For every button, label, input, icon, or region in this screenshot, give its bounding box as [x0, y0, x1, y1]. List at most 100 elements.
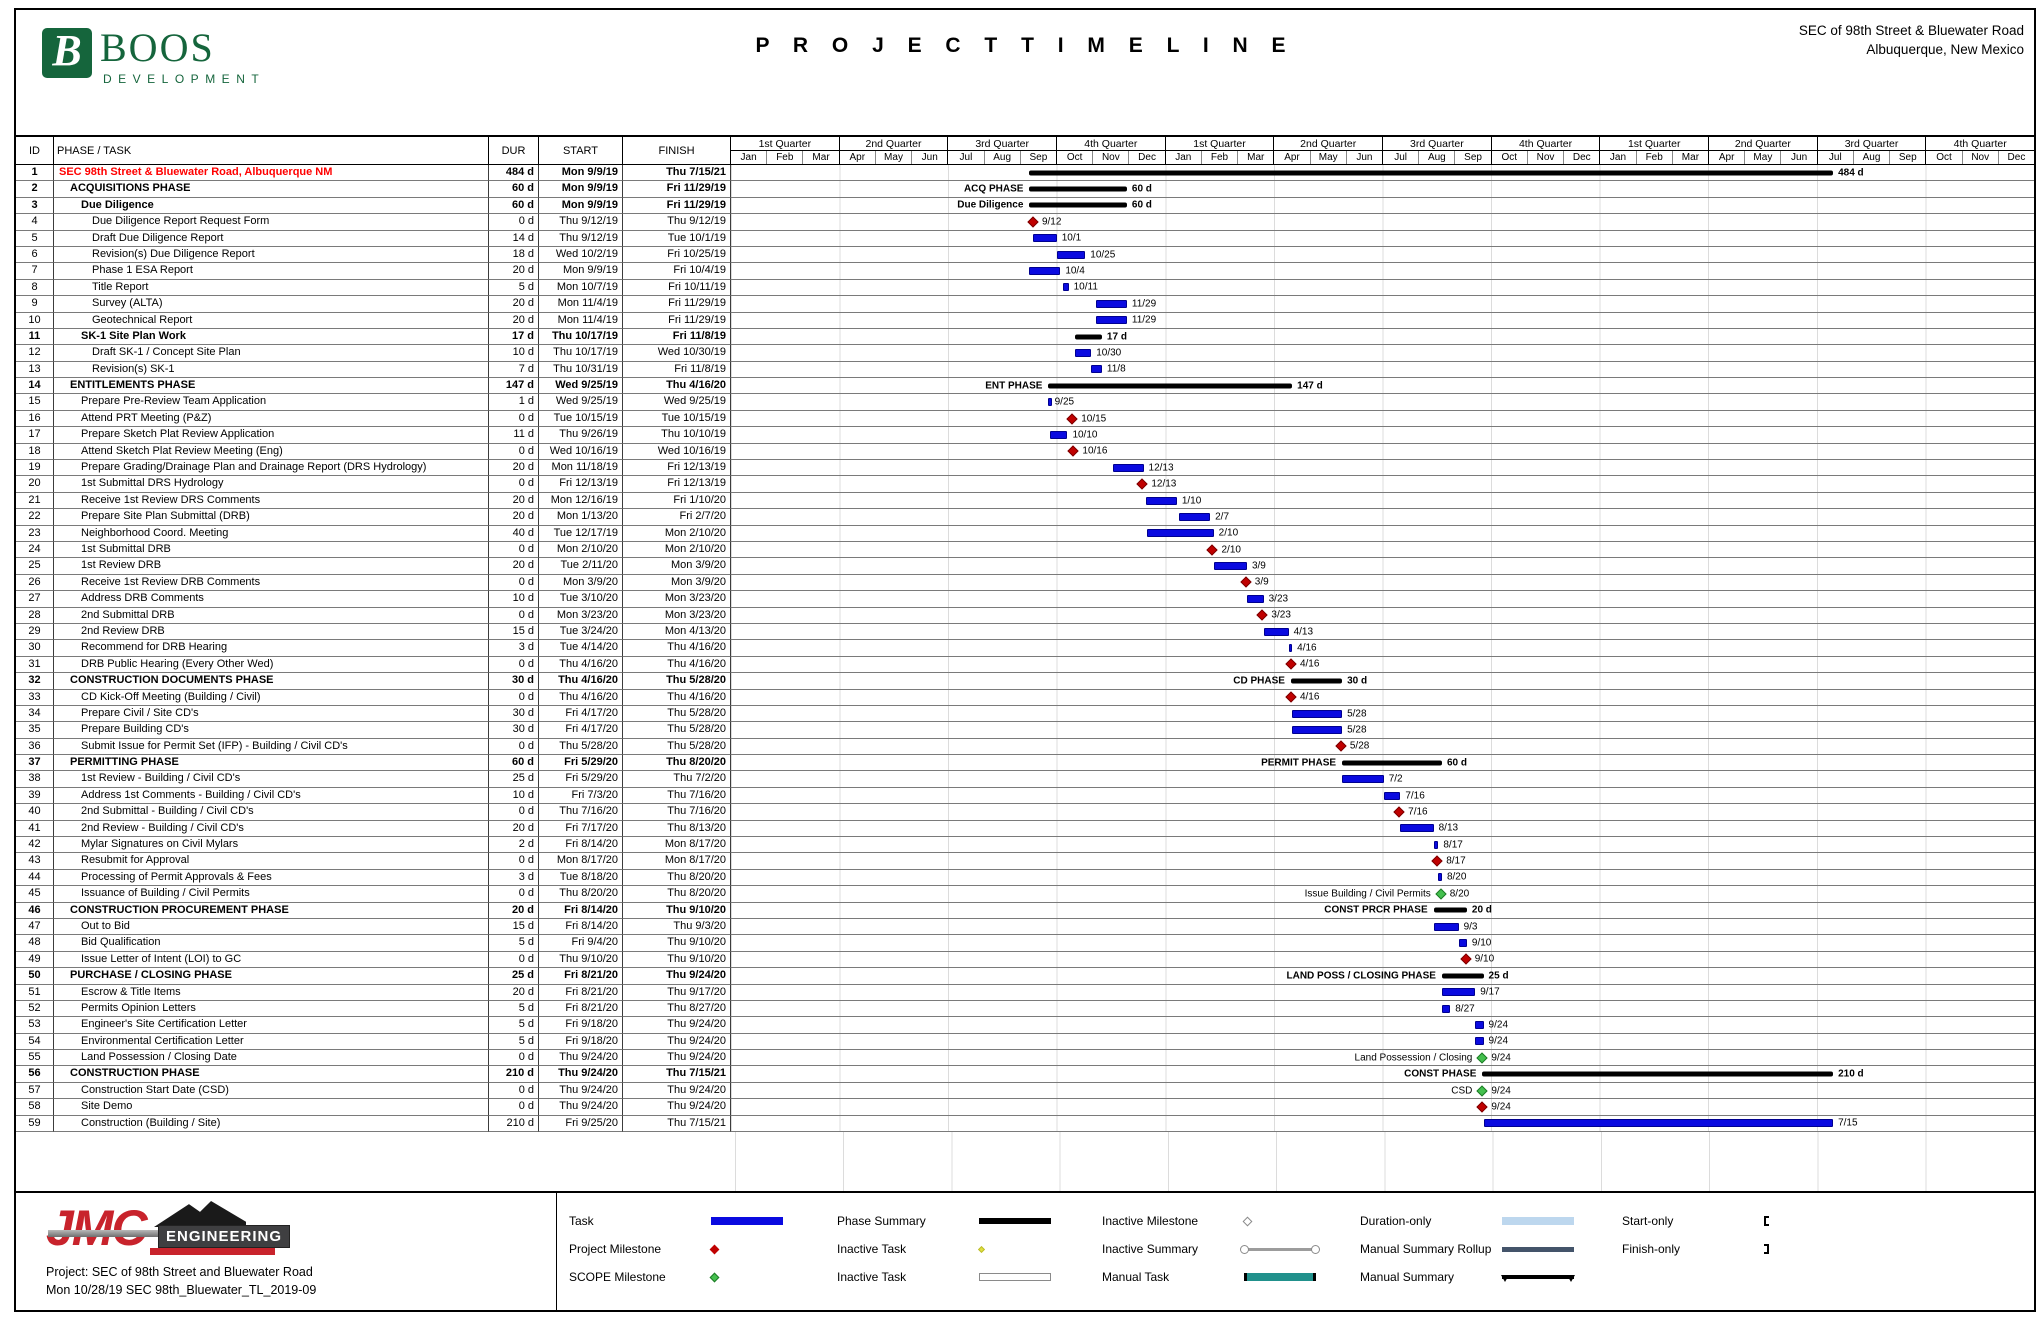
scope-milestone-diamond [1435, 888, 1447, 900]
task-name: CONSTRUCTION DOCUMENTS PHASE [54, 673, 489, 690]
month-label: May [876, 151, 913, 164]
task-name: Prepare Civil / Site CD's [54, 705, 489, 723]
month-label: Jan [1600, 151, 1637, 164]
chart-cell: 3/23 [731, 591, 2034, 608]
task-duration: 210 d [489, 1115, 539, 1133]
task-finish: Thu 10/10/19 [623, 427, 731, 444]
task-finish: Thu 8/20/20 [623, 886, 731, 903]
task-name: 2nd Submittal DRB [54, 607, 489, 624]
chart-cell: 10/11 [731, 279, 2034, 297]
quarter-label: 1st Quarter [731, 137, 839, 151]
mountain-icon [154, 1201, 246, 1227]
bar-label-right: 7/2 [1388, 773, 1403, 785]
task-name: Issue Letter of Intent (LOI) to GC [54, 951, 489, 969]
task-name: Receive 1st Review DRB Comments [54, 574, 489, 592]
task-finish: Fri 11/29/19 [623, 197, 731, 215]
task-duration: 10 d [489, 787, 539, 805]
task-start: Mon 3/23/20 [539, 607, 623, 624]
task-name: DRB Public Hearing (Every Other Wed) [54, 656, 489, 674]
row-id: 2 [16, 181, 54, 198]
task-start: Fri 5/29/20 [539, 771, 623, 788]
summary-bar [1290, 678, 1343, 684]
table-row: 16 Attend PRT Meeting (P&Z) 0 d Tue 10/15/1… [16, 410, 2034, 428]
task-duration: 0 d [489, 656, 539, 674]
row-id: 7 [16, 263, 54, 280]
task-duration: 0 d [489, 476, 539, 493]
task-name: Prepare Pre-Review Team Application [54, 394, 489, 411]
quarter-label: 1st Quarter [1600, 137, 1709, 151]
task-duration: 484 d [489, 165, 539, 182]
quarter-label: 3rd Quarter [1817, 137, 1926, 151]
month-label: Apr [1709, 151, 1746, 164]
legend-item: SCOPE Milestone [569, 1263, 837, 1291]
task-bar [1032, 234, 1057, 243]
chart-cell: CSD 9/24 [731, 1082, 2034, 1100]
table-row: 10 Geotechnical Report 20 d Mon 11/4/19 Fri … [16, 312, 2034, 329]
legend-item: Duration-only [1360, 1207, 1622, 1235]
row-id: 35 [16, 722, 54, 739]
address-line-1: SEC of 98th Street & Bluewater Road [1798, 23, 2024, 38]
chart-cell: Land Possession / Closing 9/24 [731, 1050, 2034, 1067]
row-id: 23 [16, 525, 54, 542]
month-label: Sep [1029, 152, 1048, 163]
task-duration: 15 d [489, 918, 539, 936]
table-row: 52 Permits Opinion Letters 5 d Fri 8/21/20 T… [16, 1000, 2034, 1018]
chart-cell: 8/13 [731, 820, 2034, 838]
table-row: 55 Land Possession / Closing Date 0 d Thu 9… [16, 1050, 2034, 1067]
row-id: 53 [16, 1017, 54, 1034]
chart-cell: 9/17 [731, 984, 2034, 1001]
boos-logo-subtitle: DEVELOPMENT [103, 72, 266, 86]
task-start: Fri 9/4/20 [539, 935, 623, 952]
row-id: 27 [16, 591, 54, 608]
bar-label-right: 25 d [1488, 970, 1509, 982]
month-label: Jan [1166, 151, 1202, 164]
legend-label: Inactive Milestone [1102, 1214, 1199, 1228]
task-bar [1062, 283, 1069, 292]
bar-label-right: 10/25 [1090, 249, 1116, 261]
bar-label-right: 147 d [1297, 380, 1323, 392]
table-row: 13 Revision(s) SK-1 7 d Thu 10/31/19 Fri 11/… [16, 361, 2034, 379]
table-row: 18 Attend Sketch Plat Review Meeting (Eng… [16, 443, 2034, 461]
legend-label: Manual Summary Rollup [1360, 1242, 1492, 1256]
task-name: Neighborhood Coord. Meeting [54, 525, 489, 542]
chart-cell: CONST PHASE 210 d [731, 1066, 2034, 1083]
bar-label-right: 10/11 [1073, 281, 1098, 293]
table-row: 41 2nd Review - Building / Civil CD's 20 d… [16, 820, 2034, 838]
task-name: Prepare Sketch Plat Review Application [54, 427, 489, 444]
quarter-label: 3rd Quarter [948, 137, 1057, 151]
chart-cell: ACQ PHASE 60 d [731, 181, 2034, 198]
task-name: Issuance of Building / Civil Permits [54, 886, 489, 903]
footer-band: JMC ENGINEERING Project: SEC of 98th Str… [16, 1191, 2034, 1310]
chart-cell: 11/8 [731, 361, 2034, 379]
chart-cell: 10/10 [731, 427, 2034, 444]
row-id: 56 [16, 1066, 54, 1083]
project-address: SEC of 98th Street & Bluewater Road Albu… [1799, 22, 2024, 60]
task-duration: 20 d [489, 312, 539, 329]
summary-bar [1048, 383, 1293, 389]
legend-item: Inactive Task [837, 1235, 1102, 1263]
task-bar [1475, 1037, 1484, 1046]
legend-item: Project Milestone [569, 1235, 837, 1263]
table-row: 14 ENTITLEMENTS PHASE 147 d Wed 9/25/19 Thu … [16, 378, 2034, 395]
task-finish: Thu 5/28/20 [623, 738, 731, 756]
chart-cell: 4/13 [731, 623, 2034, 641]
bar-label-right: 2/10 [1221, 544, 1241, 556]
table-row: 33 CD Kick-Off Meeting (Building / Civil)… [16, 689, 2034, 706]
task-name: Phase 1 ESA Report [54, 263, 489, 280]
task-duration: 7 d [489, 361, 539, 379]
task-duration: 0 d [489, 804, 539, 821]
project-milestone-diamond [1393, 806, 1405, 818]
project-info: Project: SEC of 98th Street and Bluewate… [46, 1263, 316, 1299]
task-duration: 0 d [489, 886, 539, 903]
task-duration: 2 d [489, 837, 539, 854]
task-start: Wed 10/16/19 [539, 443, 623, 461]
chart-cell: 10/16 [731, 443, 2034, 461]
task-bar [1263, 627, 1289, 636]
quarter-header: 3rd Quarter Jul Aug Sep [1383, 137, 1492, 164]
task-start: Mon 10/7/19 [539, 279, 623, 297]
task-finish: Fri 1/10/20 [623, 492, 731, 510]
legend-label: Project Milestone [569, 1242, 662, 1256]
task-start: Mon 1/13/20 [539, 509, 623, 526]
chart-cell: 7/16 [731, 787, 2034, 805]
